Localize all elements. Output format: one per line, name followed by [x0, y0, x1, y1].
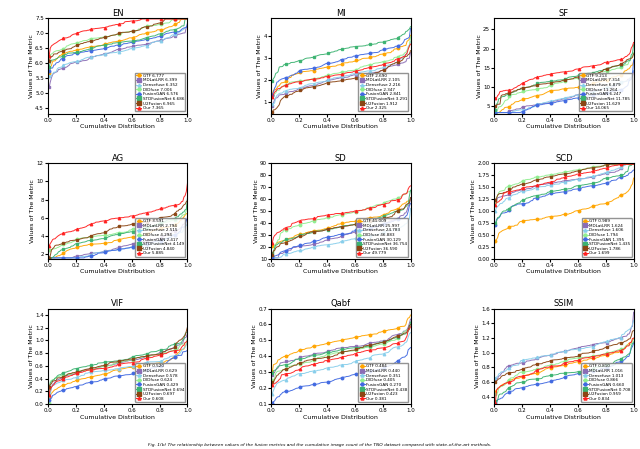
Title: SCD: SCD — [555, 154, 573, 163]
Title: VIF: VIF — [111, 299, 124, 308]
X-axis label: Cumulative Distribution: Cumulative Distribution — [80, 269, 155, 274]
Legend: GTF 0.520, MDLatLRR 0.629, Densefuse 0.578, DIDfuse 0.624, FusionGAN 0.429, STDF: GTF 0.520, MDLatLRR 0.629, Densefuse 0.5… — [135, 363, 186, 402]
X-axis label: Cumulative Distribution: Cumulative Distribution — [80, 415, 155, 420]
Y-axis label: Values of The Metric: Values of The Metric — [29, 324, 34, 388]
Legend: GTF 3.591, MDLatLRR 2.794, Densefuse 2.515, DIDfuse 4.294, FusionGAN 2.417, STDF: GTF 3.591, MDLatLRR 2.794, Densefuse 2.5… — [136, 218, 186, 257]
Legend: GTF 0.989, MDLatLRR 1.624, Densefuse 1.606, DIDfuse 1.794, FusionGAN 1.395, STDF: GTF 0.989, MDLatLRR 1.624, Densefuse 1.6… — [582, 218, 632, 257]
Y-axis label: Values of The Metric: Values of The Metric — [253, 179, 259, 243]
Title: AG: AG — [111, 154, 124, 163]
Legend: GTF 0.484, MDLatLRR 0.440, Densefuse 0.351, DIDfuse 0.405, FusionGAN 0.270, STDF: GTF 0.484, MDLatLRR 0.440, Densefuse 0.3… — [358, 363, 408, 402]
Legend: GTF 6.777, MDLatLRR 6.399, Densefuse 6.352, DIDfuse 7.006, FusionGAN 6.576, STDF: GTF 6.777, MDLatLRR 6.399, Densefuse 6.3… — [135, 73, 186, 111]
Title: MI: MI — [336, 9, 346, 18]
X-axis label: Cumulative Distribution: Cumulative Distribution — [80, 124, 155, 129]
X-axis label: Cumulative Distribution: Cumulative Distribution — [303, 269, 378, 274]
Title: SSIM: SSIM — [554, 299, 574, 308]
Y-axis label: Values of The Metric: Values of The Metric — [475, 324, 480, 388]
X-axis label: Cumulative Distribution: Cumulative Distribution — [303, 415, 378, 420]
Y-axis label: Values of The Metric: Values of The Metric — [252, 324, 257, 388]
Title: EN: EN — [112, 9, 124, 18]
X-axis label: Cumulative Distribution: Cumulative Distribution — [303, 124, 378, 129]
X-axis label: Cumulative Distribution: Cumulative Distribution — [527, 415, 602, 420]
Legend: GTF 0.810, MDLatLRR 1.016, Densefuse 1.013, DIDfuse 0.866, FusionGAN 0.660, STDF: GTF 0.810, MDLatLRR 1.016, Densefuse 1.0… — [581, 363, 632, 402]
X-axis label: Cumulative Distribution: Cumulative Distribution — [527, 269, 602, 274]
Legend: GTF 41.009, MDLatLRR 25.997, Densefuse 24.783, DIDfuse 46.883, FusionGAN 30.129,: GTF 41.009, MDLatLRR 25.997, Densefuse 2… — [356, 218, 408, 257]
Y-axis label: Values of The Metric: Values of The Metric — [29, 34, 34, 98]
X-axis label: Cumulative Distribution: Cumulative Distribution — [527, 124, 602, 129]
Y-axis label: Values of The Metric: Values of The Metric — [31, 179, 35, 243]
Legend: GTF 9.213, MDLatLRR 7.314, Densefuse 6.879, DIDfuse 11.264, FusionGAN 6.247, STD: GTF 9.213, MDLatLRR 7.314, Densefuse 6.8… — [579, 73, 632, 111]
Title: SD: SD — [335, 154, 347, 163]
Text: Fig. 1(b) The relationship between values of the fusion metrics and the cumulati: Fig. 1(b) The relationship between value… — [148, 443, 492, 447]
Y-axis label: Values of The Metric: Values of The Metric — [472, 179, 476, 243]
Title: Qabf: Qabf — [331, 299, 351, 308]
Legend: GTF 2.690, MDLatLRR 2.105, Densefuse 2.216, DIDfuse 2.347, FusionGAN 2.841, STDF: GTF 2.690, MDLatLRR 2.105, Densefuse 2.2… — [358, 73, 408, 111]
Y-axis label: Values of The Metric: Values of The Metric — [257, 34, 262, 98]
Y-axis label: Values of The Metric: Values of The Metric — [477, 34, 482, 98]
Title: SF: SF — [559, 9, 569, 18]
